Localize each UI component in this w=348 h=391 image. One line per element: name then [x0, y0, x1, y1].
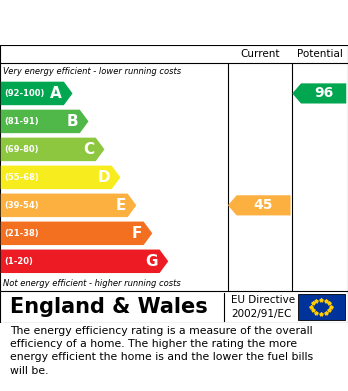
Text: (1-20): (1-20): [4, 257, 33, 266]
Text: E: E: [116, 198, 126, 213]
Text: G: G: [145, 254, 158, 269]
Polygon shape: [1, 249, 168, 273]
Text: (81-91): (81-91): [4, 117, 39, 126]
Text: (39-54): (39-54): [4, 201, 39, 210]
Polygon shape: [1, 166, 120, 189]
Text: England & Wales: England & Wales: [10, 297, 208, 317]
Text: (21-38): (21-38): [4, 229, 39, 238]
Text: Current: Current: [240, 49, 280, 59]
Polygon shape: [228, 195, 291, 215]
Text: 96: 96: [314, 86, 333, 100]
Text: Energy Efficiency Rating: Energy Efficiency Rating: [10, 13, 258, 32]
Polygon shape: [1, 138, 104, 161]
Text: D: D: [97, 170, 110, 185]
Bar: [0, 45, 348, 63]
Text: 45: 45: [254, 198, 274, 212]
Text: EU Directive
2002/91/EC: EU Directive 2002/91/EC: [231, 295, 295, 319]
Text: (55-68): (55-68): [4, 173, 39, 182]
Bar: [298, 294, 345, 320]
Text: B: B: [66, 114, 78, 129]
Polygon shape: [1, 222, 152, 245]
Polygon shape: [1, 82, 72, 105]
Polygon shape: [1, 194, 136, 217]
Text: A: A: [50, 86, 62, 101]
Text: C: C: [83, 142, 94, 157]
Text: Potential: Potential: [297, 49, 343, 59]
Polygon shape: [1, 109, 88, 133]
Text: (69-80): (69-80): [4, 145, 39, 154]
Text: (92-100): (92-100): [4, 89, 45, 98]
Text: Not energy efficient - higher running costs: Not energy efficient - higher running co…: [3, 279, 181, 288]
Text: The energy efficiency rating is a measure of the overall
efficiency of a home. T: The energy efficiency rating is a measur…: [10, 326, 314, 376]
Polygon shape: [292, 83, 346, 104]
Text: F: F: [132, 226, 142, 241]
Text: Very energy efficient - lower running costs: Very energy efficient - lower running co…: [3, 67, 182, 76]
